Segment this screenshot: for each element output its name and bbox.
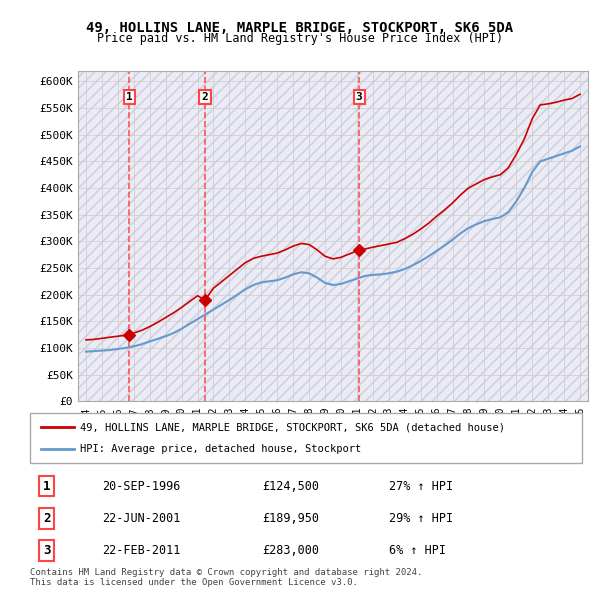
Text: Price paid vs. HM Land Registry's House Price Index (HPI): Price paid vs. HM Land Registry's House … (97, 32, 503, 45)
FancyBboxPatch shape (30, 413, 582, 463)
Text: 20-SEP-1996: 20-SEP-1996 (102, 480, 180, 493)
Text: 2: 2 (202, 92, 208, 102)
Text: 2: 2 (43, 512, 50, 525)
Text: £283,000: £283,000 (262, 544, 319, 557)
Text: £189,950: £189,950 (262, 512, 319, 525)
Text: 3: 3 (356, 92, 362, 102)
Text: 6% ↑ HPI: 6% ↑ HPI (389, 544, 446, 557)
Text: 27% ↑ HPI: 27% ↑ HPI (389, 480, 453, 493)
Text: 22-JUN-2001: 22-JUN-2001 (102, 512, 180, 525)
Text: £124,500: £124,500 (262, 480, 319, 493)
Text: 49, HOLLINS LANE, MARPLE BRIDGE, STOCKPORT, SK6 5DA (detached house): 49, HOLLINS LANE, MARPLE BRIDGE, STOCKPO… (80, 422, 505, 432)
Text: 1: 1 (126, 92, 133, 102)
Text: 22-FEB-2011: 22-FEB-2011 (102, 544, 180, 557)
Text: Contains HM Land Registry data © Crown copyright and database right 2024.
This d: Contains HM Land Registry data © Crown c… (30, 568, 422, 587)
Text: 3: 3 (43, 544, 50, 557)
Text: 49, HOLLINS LANE, MARPLE BRIDGE, STOCKPORT, SK6 5DA: 49, HOLLINS LANE, MARPLE BRIDGE, STOCKPO… (86, 21, 514, 35)
Text: HPI: Average price, detached house, Stockport: HPI: Average price, detached house, Stoc… (80, 444, 361, 454)
Text: 1: 1 (43, 480, 50, 493)
Text: 29% ↑ HPI: 29% ↑ HPI (389, 512, 453, 525)
